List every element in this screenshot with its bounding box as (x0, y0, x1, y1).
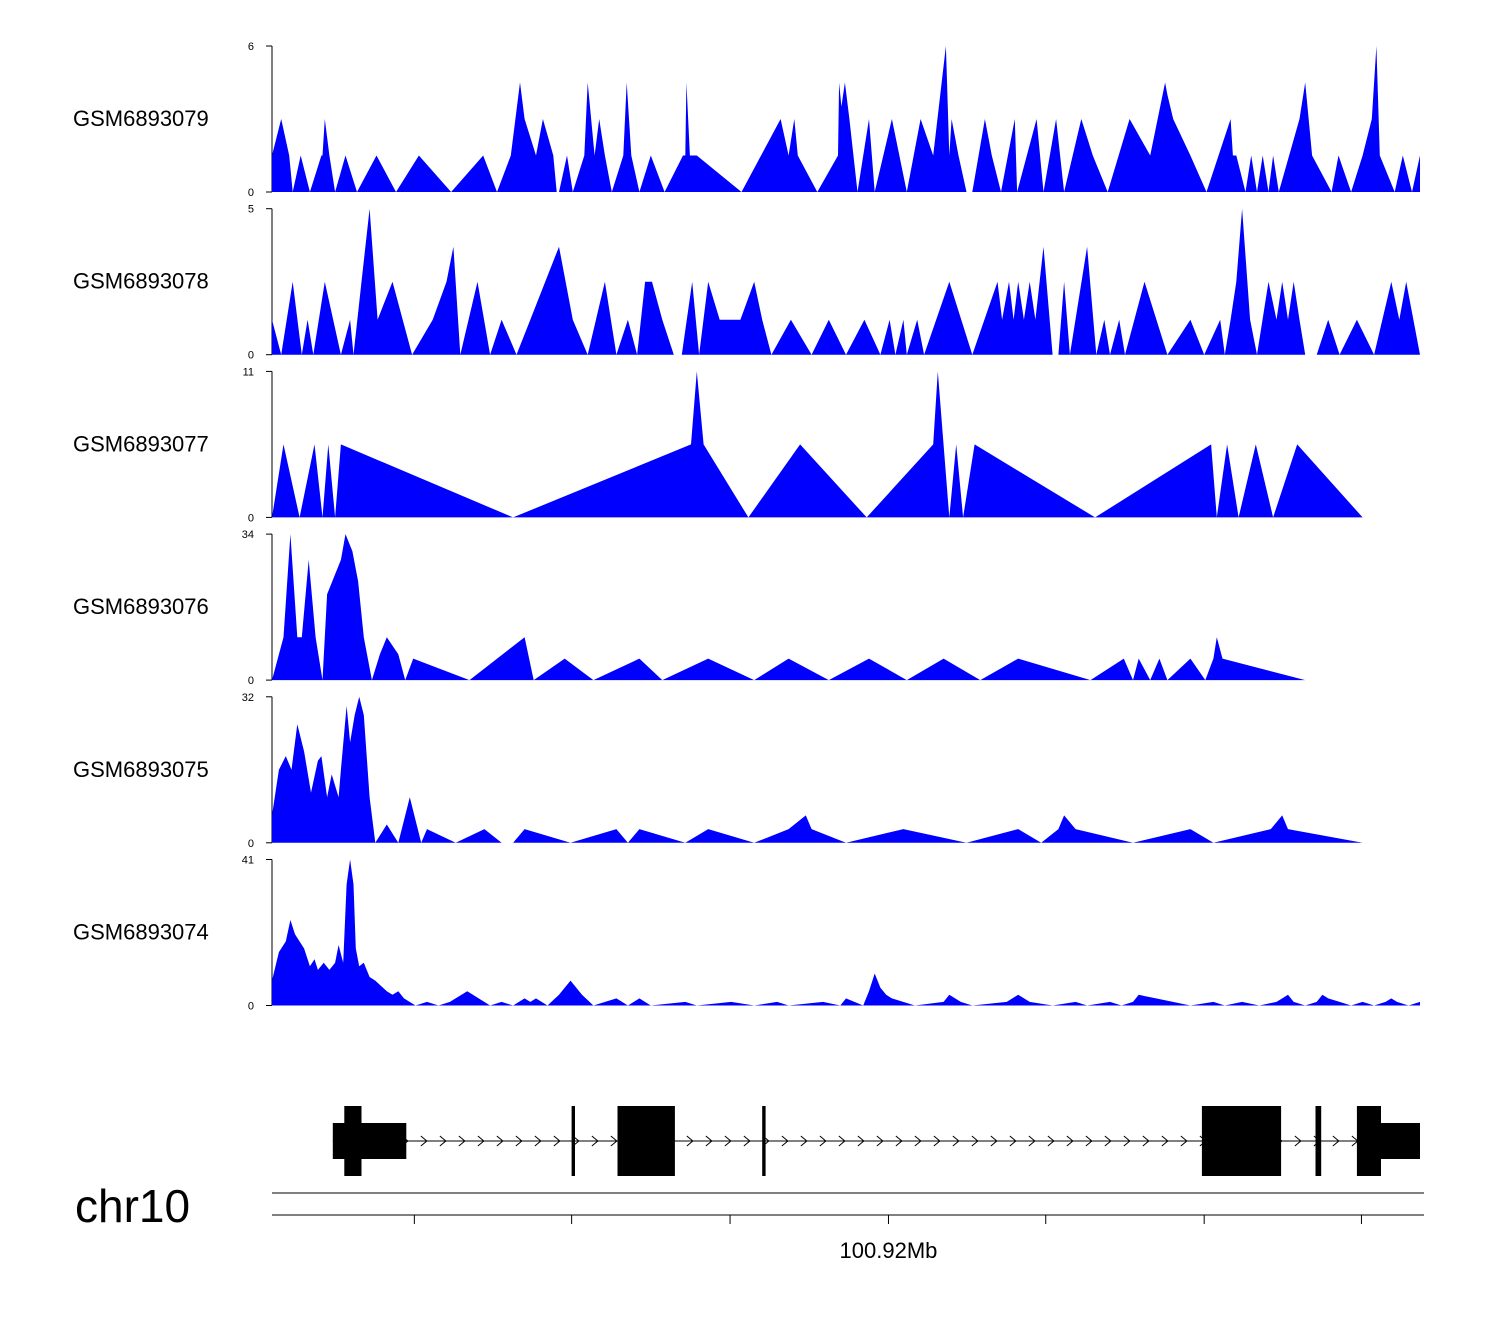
exon-cds (571, 1106, 575, 1176)
track-GSM6893077: GSM6893077 11 0 (73, 366, 1363, 524)
strand-arrow (971, 1135, 979, 1147)
strand-arrow (1332, 1135, 1340, 1147)
strand-arrow (1123, 1135, 1131, 1147)
strand-arrow (1161, 1135, 1169, 1147)
track-label: GSM6893079 (73, 106, 209, 131)
strand-arrow (800, 1135, 808, 1147)
exon-cds (344, 1106, 362, 1176)
strand-arrow (819, 1135, 827, 1147)
chromosome-label: chr10 (75, 1180, 190, 1232)
track-GSM6893079: GSM6893079 6 0 (73, 41, 1420, 199)
y-axis-max-label: 34 (242, 529, 254, 541)
exon-utr (332, 1123, 407, 1159)
strand-arrow (534, 1135, 542, 1147)
track-GSM6893075: GSM6893075 32 0 (73, 692, 1363, 850)
y-axis-min-label: 0 (248, 512, 254, 524)
y-axis-min-label: 0 (248, 838, 254, 850)
coverage-area (272, 371, 1363, 518)
coverage-area (272, 696, 1363, 843)
strand-arrow (933, 1135, 941, 1147)
strand-arrow (591, 1135, 599, 1147)
strand-arrow (705, 1135, 713, 1147)
strand-arrow (515, 1135, 523, 1147)
strand-arrow (876, 1135, 884, 1147)
y-axis-max-label: 41 (242, 855, 254, 867)
strand-arrow (1009, 1135, 1017, 1147)
strand-arrow (496, 1135, 504, 1147)
track-label: GSM6893075 (73, 757, 209, 782)
strand-arrow (553, 1135, 561, 1147)
strand-arrow (477, 1135, 485, 1147)
exon-cds (1356, 1106, 1381, 1176)
strand-arrow (610, 1135, 618, 1147)
track-label: GSM6893074 (73, 920, 209, 945)
strand-arrow (1142, 1135, 1150, 1147)
genome-axis: chr10 100.92Mb (75, 1180, 1424, 1263)
track-GSM6893078: GSM6893078 5 0 (73, 204, 1420, 362)
y-axis-min-label: 0 (248, 187, 254, 199)
exon-cds (1201, 1106, 1282, 1176)
strand-arrow (1066, 1135, 1074, 1147)
y-axis-min-label: 0 (248, 675, 254, 687)
strand-arrow (458, 1135, 466, 1147)
strand-arrow (895, 1135, 903, 1147)
exon-utr (1381, 1123, 1420, 1159)
strand-arrow (1180, 1135, 1188, 1147)
y-axis-max-label: 11 (243, 366, 254, 378)
track-label: GSM6893077 (73, 431, 209, 456)
strand-arrow (724, 1135, 732, 1147)
coverage-area (272, 534, 1306, 681)
coverage-area (272, 208, 1420, 355)
strand-arrow (1085, 1135, 1093, 1147)
coverage-area (272, 859, 1420, 1006)
strand-arrow (420, 1135, 428, 1147)
strand-arrow (914, 1135, 922, 1147)
exon-cds (1315, 1106, 1322, 1176)
axis-position-label: 100.92Mb (840, 1238, 938, 1263)
y-axis-min-label: 0 (248, 350, 254, 362)
track-label: GSM6893078 (73, 269, 209, 294)
strand-arrow (1047, 1135, 1055, 1147)
y-axis-max-label: 6 (248, 41, 254, 53)
strand-arrow (1028, 1135, 1036, 1147)
exon-cds (762, 1106, 766, 1176)
strand-arrow (1104, 1135, 1112, 1147)
strand-arrow (743, 1135, 751, 1147)
strand-arrow (686, 1135, 694, 1147)
exon-cds (617, 1106, 675, 1176)
y-axis-min-label: 0 (248, 1001, 254, 1013)
strand-arrow (990, 1135, 998, 1147)
strand-arrow (838, 1135, 846, 1147)
track-label: GSM6893076 (73, 594, 209, 619)
track-GSM6893076: GSM6893076 34 0 (73, 529, 1306, 687)
strand-arrow (1294, 1135, 1302, 1147)
strand-arrow (857, 1135, 865, 1147)
track-GSM6893074: GSM6893074 41 0 (73, 855, 1420, 1013)
coverage-area (272, 46, 1420, 192)
strand-arrow (952, 1135, 960, 1147)
coverage-tracks: GSM689307960GSM689307850GSM6893077110GSM… (73, 41, 1420, 1013)
strand-arrow (439, 1135, 447, 1147)
y-axis-max-label: 5 (248, 204, 254, 216)
gene-model-track (332, 1106, 1420, 1176)
strand-arrow (781, 1135, 789, 1147)
y-axis-max-label: 32 (242, 692, 254, 704)
